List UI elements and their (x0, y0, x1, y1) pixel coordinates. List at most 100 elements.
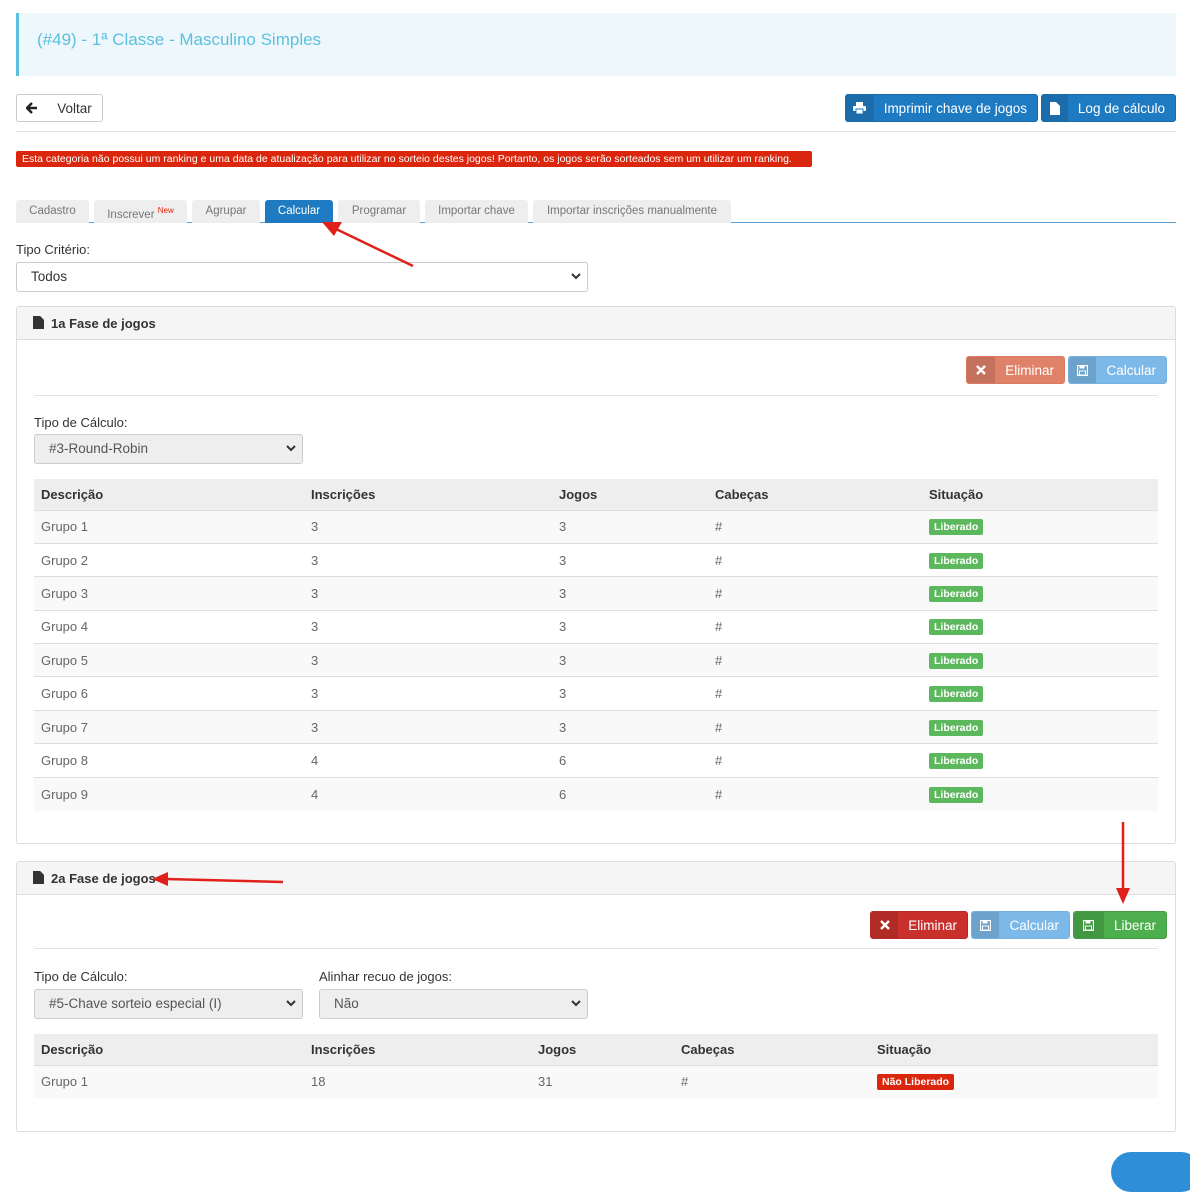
phase1-header: 1a Fase de jogos (17, 307, 1175, 340)
phase2-calc-type-select[interactable]: #5-Chave sorteio especial (I) (34, 989, 303, 1019)
table-row: Grupo 6 3 3 # Liberado (34, 676, 1158, 711)
phase2-release-button[interactable]: Liberar (1073, 911, 1167, 939)
column-header: Situação (870, 1034, 1158, 1065)
status-badge: Liberado (929, 585, 984, 602)
cell-description: Grupo 7 (34, 709, 304, 744)
tab-label: Importar chave (438, 205, 515, 217)
cell-seeds: # (708, 676, 922, 711)
cell-entries: 3 (304, 509, 552, 544)
column-header: Cabeças (674, 1034, 870, 1065)
phase1-calc-type-label: Tipo de Cálculo: (34, 415, 128, 430)
tab-label: Programar (351, 205, 407, 217)
calculation-log-button[interactable]: Log de cálculo (1041, 94, 1176, 122)
phase1-eliminate-button[interactable]: Eliminar (966, 356, 1065, 384)
tab-inscrever[interactable]: Inscrever New (94, 200, 187, 223)
cell-status: Liberado (922, 643, 1158, 677)
new-badge: New (157, 206, 174, 215)
divider (16, 131, 1176, 132)
tab-bar: Cadastro Inscrever New Agrupar Calcular … (16, 200, 1176, 223)
cell-seeds: # (708, 542, 922, 577)
column-header: Inscrições (304, 479, 552, 510)
tab-importar-chave[interactable]: Importar chave (425, 200, 528, 223)
cell-games: 3 (552, 643, 708, 677)
criteria-label: Tipo Critério: (16, 242, 90, 257)
cell-status: Liberado (922, 542, 1158, 577)
tab-agrupar[interactable]: Agrupar (192, 200, 260, 223)
column-header: Descrição (34, 479, 304, 510)
cell-entries: 3 (304, 676, 552, 711)
tab-label: Cadastro (29, 205, 76, 217)
divider (34, 948, 1158, 949)
table-row: Grupo 9 4 6 # Liberado (34, 776, 1158, 811)
tab-calcular[interactable]: Calcular (265, 200, 333, 223)
table-row: Grupo 3 3 3 # Liberado (34, 576, 1158, 611)
save-icon (972, 912, 1000, 938)
cell-status: Liberado (922, 776, 1158, 811)
print-bracket-button[interactable]: Imprimir chave de jogos (845, 94, 1038, 122)
cell-games: 31 (531, 1064, 674, 1099)
times-icon (871, 912, 899, 938)
support-chat-button[interactable] (1111, 1152, 1190, 1192)
arrow-left-icon (17, 95, 47, 121)
tab-label: Agrupar (205, 205, 247, 217)
cell-entries: 3 (304, 609, 552, 644)
table-row: Grupo 5 3 3 # Liberado (34, 643, 1158, 677)
column-header: Inscrições (304, 1034, 531, 1065)
file-icon (33, 871, 44, 884)
tab-label: Importar inscrições manualmente (546, 205, 717, 217)
cell-description: Grupo 1 (34, 509, 304, 544)
phase1-calculate-button[interactable]: Calcular (1068, 356, 1167, 384)
phase1-calculate-label: Calcular (1106, 362, 1156, 378)
tab-programar[interactable]: Programar (338, 200, 420, 223)
phase1-calc-type-select[interactable]: #3-Round-Robin (34, 434, 303, 464)
status-badge: Liberado (929, 519, 984, 536)
cell-description: Grupo 3 (34, 576, 304, 611)
table-header-row: Descrição Inscrições Jogos Cabeças Situa… (34, 1034, 1158, 1065)
tab-importar-inscricoes[interactable]: Importar inscrições manualmente (533, 200, 731, 223)
ranking-warning: Esta categoria não possui um ranking e u… (16, 151, 812, 167)
status-badge: Não Liberado (877, 1074, 955, 1091)
cell-status: Não Liberado (870, 1064, 1158, 1099)
phase1-calc-type-value: #3-Round-Robin (49, 441, 149, 456)
cell-entries: 4 (304, 743, 552, 778)
phase2-release-label: Liberar (1113, 917, 1156, 933)
phase1-table: Descrição Inscrições Jogos Cabeças Situa… (34, 479, 1158, 811)
cell-seeds: # (708, 509, 922, 544)
cell-entries: 4 (304, 776, 552, 811)
phase2-header: 2a Fase de jogos (17, 862, 1175, 895)
cell-games: 3 (552, 609, 708, 644)
phase2-eliminate-label: Eliminar (908, 917, 957, 933)
phase2-align-value: Não (334, 996, 359, 1011)
back-button-label: Voltar (57, 100, 92, 116)
cell-seeds: # (708, 643, 922, 677)
cell-games: 3 (552, 542, 708, 577)
status-badge: Liberado (929, 786, 984, 803)
phase2-calculate-button[interactable]: Calcular (971, 911, 1070, 939)
back-button[interactable]: Voltar (16, 94, 103, 122)
cell-seeds: # (708, 743, 922, 778)
cell-status: Liberado (922, 676, 1158, 711)
cell-games: 6 (552, 776, 708, 811)
table-row: Grupo 1 3 3 # Liberado (34, 509, 1158, 544)
phase2-align-select[interactable]: Não (319, 989, 588, 1019)
cell-seeds: # (674, 1064, 870, 1099)
tab-cadastro[interactable]: Cadastro (16, 200, 89, 223)
cell-entries: 3 (304, 576, 552, 611)
cell-description: Grupo 5 (34, 643, 304, 677)
chevron-down-icon (286, 990, 296, 1030)
page-title: (#49) - 1ª Classe - Masculino Simples (37, 30, 322, 49)
cell-status: Liberado (922, 709, 1158, 744)
table-row: Grupo 2 3 3 # Liberado (34, 542, 1158, 577)
status-badge: Liberado (929, 552, 984, 569)
phase1-eliminate-label: Eliminar (1005, 362, 1054, 378)
cell-description: Grupo 8 (34, 743, 304, 778)
cell-description: Grupo 9 (34, 776, 304, 811)
phase2-eliminate-button[interactable]: Eliminar (870, 911, 968, 939)
criteria-select[interactable]: Todos (16, 262, 588, 292)
cell-seeds: # (708, 776, 922, 811)
phase2-calc-type-value: #5-Chave sorteio especial (I) (49, 996, 222, 1011)
chevron-down-icon (571, 263, 581, 303)
status-badge: Liberado (929, 652, 984, 669)
tab-label: Inscrever (107, 208, 155, 221)
phase2-table: Descrição Inscrições Jogos Cabeças Situa… (34, 1034, 1158, 1099)
